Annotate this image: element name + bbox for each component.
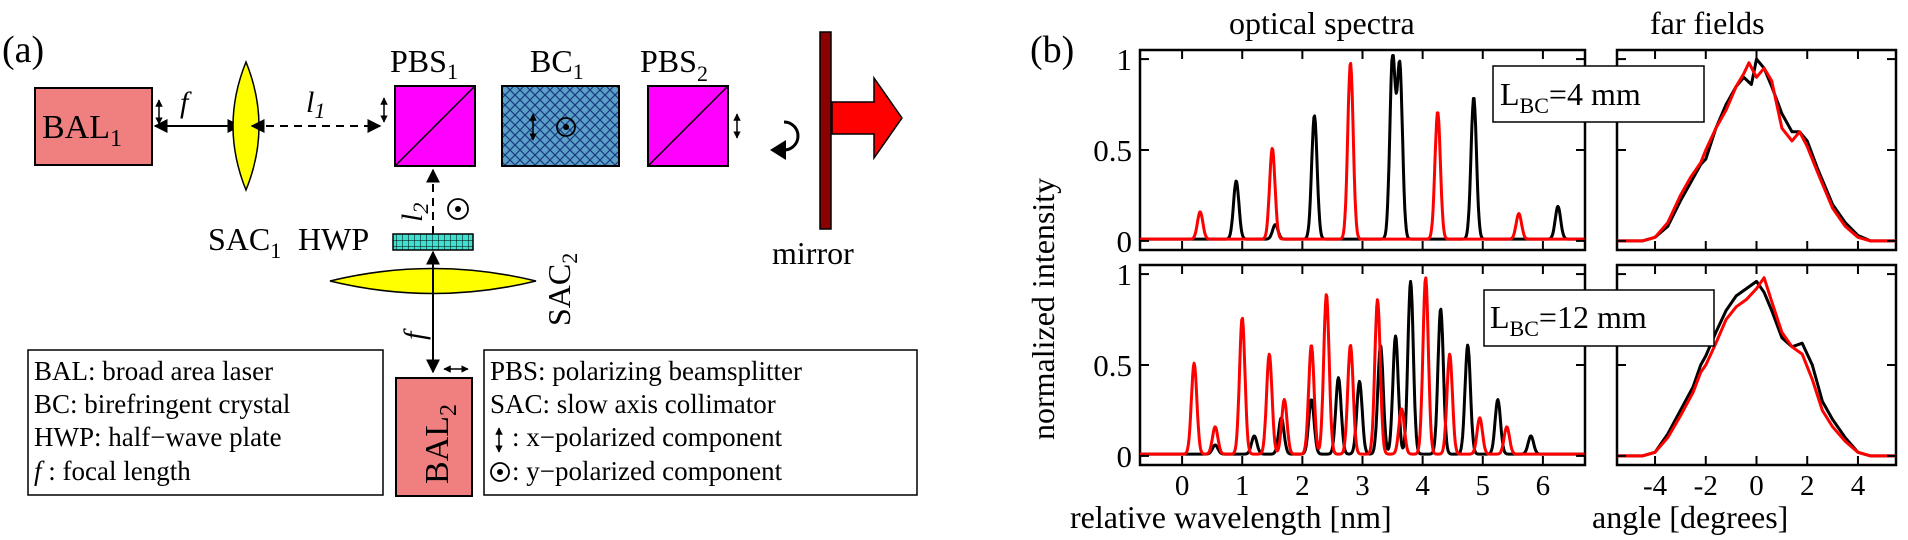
f-label-bottom: f	[398, 328, 431, 340]
x-tick-label: 4	[1851, 470, 1866, 502]
panel-a: (a) BAL1 f SAC1 l1 PBS1 BC1 PBS2	[2, 29, 918, 497]
panel-a-label: (a)	[2, 29, 44, 71]
x-tick-label: 3	[1355, 470, 1370, 502]
l1-label: l1	[306, 86, 325, 123]
sac1-lens	[232, 60, 260, 192]
pbs1-label: PBS1	[390, 43, 458, 84]
y-tick-label: 0.5	[1093, 133, 1132, 168]
bal2-laser	[395, 377, 473, 497]
bc1-label: BC1	[530, 43, 584, 84]
feedback-arrow	[783, 120, 800, 152]
bal2-label: BAL2	[419, 404, 462, 484]
legend-right-box	[483, 349, 918, 496]
legend-item: : y−polarized component	[512, 456, 783, 486]
bal1-label: BAL1	[42, 109, 122, 152]
legend-item: BAL: broad area laser	[34, 356, 273, 386]
y-tick-label: 0	[1117, 224, 1133, 259]
series-line-black	[1139, 279, 1586, 456]
x-tick-label: 1	[1235, 470, 1250, 502]
panel-b: (b) optical spectra far fields normalize…	[1025, 5, 1898, 535]
legend-left-box	[27, 349, 384, 496]
y-tick-label: 1	[1117, 42, 1133, 77]
panel-b-label: (b)	[1030, 29, 1074, 71]
y-tick-label: 0.5	[1093, 348, 1132, 383]
x-tick-label: -4	[1643, 470, 1668, 502]
x-tick-label: 0	[1175, 470, 1190, 502]
pbs1-diagonal	[394, 85, 476, 167]
legend-item: BC: birefringent crystal	[34, 389, 290, 419]
title-optical-spectra: optical spectra	[1229, 5, 1415, 41]
mirror	[819, 31, 832, 230]
legend-item: f : focal length	[34, 456, 191, 486]
legend-item: : x−polarized component	[512, 422, 783, 452]
legend-item: HWP: half−wave plate	[34, 422, 282, 452]
series-line-red	[1139, 276, 1586, 456]
y-axis-label: normalized intensity	[1025, 178, 1061, 440]
f-label-top: f	[180, 86, 192, 119]
y-polarized-symbol	[447, 198, 469, 220]
x-tick-label: 6	[1536, 470, 1551, 502]
bc1-crystal	[501, 85, 620, 167]
x-tick-label: 5	[1476, 470, 1491, 502]
output-beam-arrow	[831, 75, 903, 161]
half-wave-plate	[392, 233, 474, 251]
x-tick-label: 2	[1295, 470, 1310, 502]
legend-item: SAC: slow axis collimator	[490, 389, 776, 419]
series-line-red	[1139, 61, 1586, 241]
pbs2-diagonal	[647, 85, 729, 167]
l2-label: l2	[396, 203, 433, 222]
x-axis-label-spectra: relative wavelength [nm]	[1070, 499, 1392, 535]
pbs2-label: PBS2	[640, 43, 708, 86]
x-tick-label: -2	[1694, 470, 1718, 502]
y-tick-label: 1	[1117, 257, 1133, 292]
x-tick-label: 2	[1800, 470, 1815, 502]
chart-curves	[1139, 54, 1896, 458]
x-tick-label: 4	[1415, 470, 1430, 502]
x-axis-label-far: angle [degrees]	[1592, 499, 1788, 535]
sac1-label: SAC1	[208, 221, 281, 263]
y-polarized-symbol	[556, 117, 576, 137]
hwp-label: HWP	[298, 221, 369, 257]
lbc-label-bottom: LBC=12 mm	[1490, 299, 1647, 341]
title-far-fields: far fields	[1650, 5, 1765, 41]
legend-item: PBS: polarizing beamsplitter	[490, 356, 802, 386]
lbc-box-bottom	[1483, 289, 1715, 347]
y-polarized-symbol	[490, 462, 510, 482]
series-line-red	[1617, 61, 1896, 243]
series-line-black	[1617, 279, 1896, 458]
bal1-laser	[34, 87, 153, 166]
lbc-label-top: LBC=4 mm	[1500, 76, 1641, 118]
y-tick-label: 0	[1117, 439, 1133, 474]
sac2-label: SAC2	[541, 253, 582, 326]
series-line-red	[1617, 276, 1896, 458]
x-tick-label: 0	[1749, 470, 1764, 502]
mirror-label: mirror	[772, 235, 854, 271]
lbc-box-top	[1492, 65, 1705, 123]
